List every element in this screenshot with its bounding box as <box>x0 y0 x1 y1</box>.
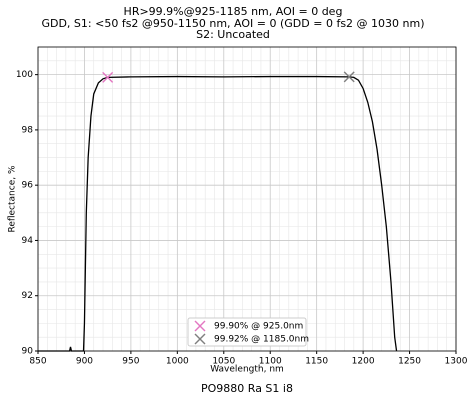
x-tick-label: 1250 <box>398 357 421 367</box>
marker-stroke <box>343 71 355 83</box>
x-tick-label: 1300 <box>445 357 467 367</box>
x-tick-label: 850 <box>29 357 46 367</box>
chart-subtitle: GDD, S1: <50 fs2 @950-1150 nm, AOI = 0 (… <box>41 17 424 30</box>
y-tick-label: 96 <box>22 181 34 191</box>
legend-label: 99.90% @ 925.0nm <box>214 322 303 332</box>
footer: PO9880 Ra S1 i8 <box>201 382 293 395</box>
marker <box>194 320 206 332</box>
marker-stroke <box>194 333 206 345</box>
marker <box>194 333 206 345</box>
marker <box>343 71 355 83</box>
x-tick-label: 1100 <box>259 357 282 367</box>
plot-frame <box>37 46 457 352</box>
y-tick-label: 98 <box>22 125 34 135</box>
chart-subtitle: S2: Uncoated <box>196 28 270 41</box>
reflectance-line <box>38 75 398 352</box>
x-tick-label: 950 <box>122 357 139 367</box>
y-tick-label: 90 <box>22 347 34 357</box>
x-tick-label: 1200 <box>352 357 375 367</box>
x-axis-label: Wavelength, nm <box>210 365 284 375</box>
legend-box <box>187 317 307 347</box>
marker-stroke <box>102 71 114 83</box>
y-tick-label: 94 <box>22 236 34 246</box>
y-axis-label: Reflectance, % <box>8 165 18 232</box>
y-tick-label: 100 <box>16 70 33 80</box>
x-tick-label: 1050 <box>212 357 235 367</box>
marker-stroke <box>194 320 206 332</box>
y-tick-label: 92 <box>22 291 33 301</box>
legend-label: 99.92% @ 1185.0nm <box>214 335 309 345</box>
x-tick-label: 900 <box>76 357 93 367</box>
chart-title: HR>99.9%@925-1185 nm, AOI = 0 deg <box>124 5 343 18</box>
x-tick-label: 1000 <box>166 357 189 367</box>
marker <box>102 71 114 83</box>
x-tick-label: 1150 <box>305 357 328 367</box>
